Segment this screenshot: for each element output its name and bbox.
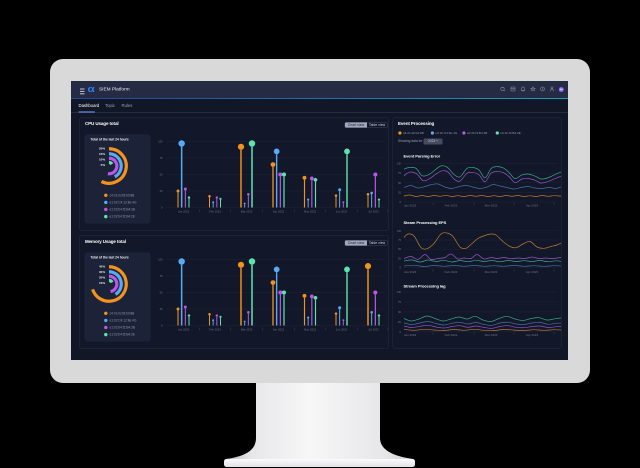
svg-text:Apr 2023: Apr 2023 (273, 210, 285, 214)
svg-text:25: 25 (398, 190, 401, 194)
svg-text:10%: 10% (99, 281, 105, 285)
svg-text:Apr 2023: Apr 2023 (526, 333, 539, 337)
svg-text:Jan 2023: Jan 2023 (404, 333, 417, 337)
svg-text:May 2023: May 2023 (304, 328, 317, 332)
svg-text:25: 25 (398, 320, 401, 324)
svg-text:Mar 2023: Mar 2023 (241, 328, 253, 332)
svg-text:25: 25 (160, 189, 163, 193)
svg-text:50: 50 (398, 181, 401, 185)
svg-text:50: 50 (160, 291, 163, 295)
svg-text:u4:2c:a0:b2:2B: u4:2c:a0:b2:2B (403, 131, 424, 135)
svg-text:25: 25 (398, 256, 401, 260)
svg-text:e1:02:C4:12:8e:4G: e1:02:C4:12:8e:4G (110, 201, 137, 205)
svg-text:Jan 2023: Jan 2023 (404, 204, 417, 208)
svg-text:e1:02:C4:12:8e:4G: e1:02:C4:12:8e:4G (110, 319, 137, 323)
svg-text:Jul 2023: Jul 2023 (368, 210, 379, 214)
svg-text:Apr 2023: Apr 2023 (526, 204, 539, 208)
svg-text:Mar 2023: Mar 2023 (241, 210, 253, 214)
svg-text:e1:02:b4:f2:B4:2E: e1:02:b4:f2:B4:2E (110, 333, 136, 337)
svg-text:20%: 20% (99, 147, 105, 151)
svg-text:45%: 45% (99, 265, 105, 269)
svg-text:100: 100 (158, 140, 163, 144)
svg-text:Feb 2023: Feb 2023 (209, 210, 221, 214)
svg-text:20%: 20% (99, 276, 105, 280)
svg-text:0: 0 (161, 324, 163, 328)
svg-text:Mar 2023: Mar 2023 (485, 204, 498, 208)
svg-text:100: 100 (397, 290, 402, 294)
svg-text:50: 50 (160, 173, 163, 177)
svg-text:0: 0 (400, 200, 402, 204)
svg-text:AU: AU (560, 89, 564, 92)
svg-text:Apr 2023: Apr 2023 (273, 328, 285, 332)
svg-text:0: 0 (161, 206, 163, 210)
svg-text:Feb 2023: Feb 2023 (445, 270, 458, 274)
svg-text:0: 0 (400, 330, 402, 334)
svg-text:50: 50 (398, 310, 401, 314)
svg-text:75: 75 (398, 300, 401, 304)
svg-text:e0:1b:f2:B4:2E: e0:1b:f2:B4:2E (500, 131, 520, 135)
svg-text:Jan 2023: Jan 2023 (178, 328, 190, 332)
svg-text:75: 75 (398, 238, 401, 242)
svg-text:e0:1b:C4:8e:4G: e0:1b:C4:8e:4G (435, 131, 457, 135)
svg-text:75: 75 (398, 171, 401, 175)
svg-text:Feb 2023: Feb 2023 (209, 328, 221, 332)
svg-text:100: 100 (158, 258, 163, 262)
svg-text:5%: 5% (101, 163, 106, 167)
svg-text:e1:02:b4:f2:B4:2E: e1:02:b4:f2:B4:2E (110, 215, 136, 219)
svg-text:Mar 2023: Mar 2023 (485, 270, 498, 274)
svg-text:e1:02:b4:f2:B4:2B: e1:02:b4:f2:B4:2B (110, 326, 136, 330)
svg-text:Jul 2023: Jul 2023 (368, 328, 379, 332)
svg-text:Feb 2023: Feb 2023 (445, 333, 458, 337)
svg-text:100: 100 (397, 162, 402, 166)
svg-text:75: 75 (160, 156, 163, 160)
svg-text:e1:02:b4:f2:B4:2B: e1:02:b4:f2:B4:2B (110, 208, 136, 212)
svg-text:100: 100 (397, 229, 402, 233)
svg-text:Jan 2023: Jan 2023 (178, 210, 190, 214)
svg-text:c4:7a:0c:f8:b0:8B: c4:7a:0c:f8:b0:8B (110, 193, 135, 197)
svg-text:Jun 2023: Jun 2023 (336, 210, 348, 214)
svg-text:e0:2b:f4:B4:2B: e0:2b:f4:B4:2B (467, 131, 487, 135)
svg-text:c4:7a:0c:f8:b0:8B: c4:7a:0c:f8:b0:8B (110, 311, 135, 315)
svg-text:10%: 10% (99, 158, 105, 162)
svg-text:Jun 2023: Jun 2023 (336, 328, 348, 332)
svg-text:25: 25 (160, 307, 163, 311)
svg-text:15%: 15% (99, 152, 105, 156)
svg-text:Apr 2023: Apr 2023 (526, 270, 539, 274)
svg-text:May 2023: May 2023 (304, 210, 317, 214)
svg-text:0: 0 (400, 266, 402, 270)
svg-text:Jan 2023: Jan 2023 (404, 270, 417, 274)
svg-text:Mar 2023: Mar 2023 (485, 333, 498, 337)
svg-text:30%: 30% (99, 270, 105, 274)
svg-text:Feb 2023: Feb 2023 (445, 204, 458, 208)
svg-text:75: 75 (160, 274, 163, 278)
svg-text:50: 50 (398, 247, 401, 251)
